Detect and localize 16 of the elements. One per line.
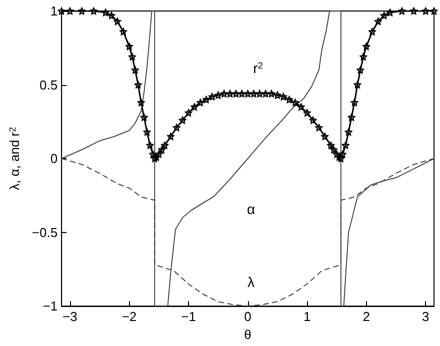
annotation: λ	[248, 274, 254, 290]
x-tick-label: −1	[181, 309, 196, 324]
y-tick-label: 1	[50, 4, 58, 18]
y-axis-title: λ, α, and r2	[7, 126, 22, 190]
x-tick-label: −3	[62, 309, 78, 324]
annotation: α	[246, 201, 256, 217]
y-tick-label: 0	[50, 151, 58, 166]
y-tick-label: −1	[42, 298, 58, 314]
x-tick-label: 1	[303, 309, 311, 324]
x-tick-label: 2	[362, 309, 370, 324]
x-axis-title: θ	[244, 327, 252, 342]
x-tick-label: 3	[422, 309, 430, 324]
x-tick-label: −2	[122, 309, 137, 324]
x-tick-label: 0	[244, 309, 252, 324]
y-tick-label: −0.5	[32, 224, 58, 240]
y-tick-label: 0.5	[39, 77, 58, 92]
